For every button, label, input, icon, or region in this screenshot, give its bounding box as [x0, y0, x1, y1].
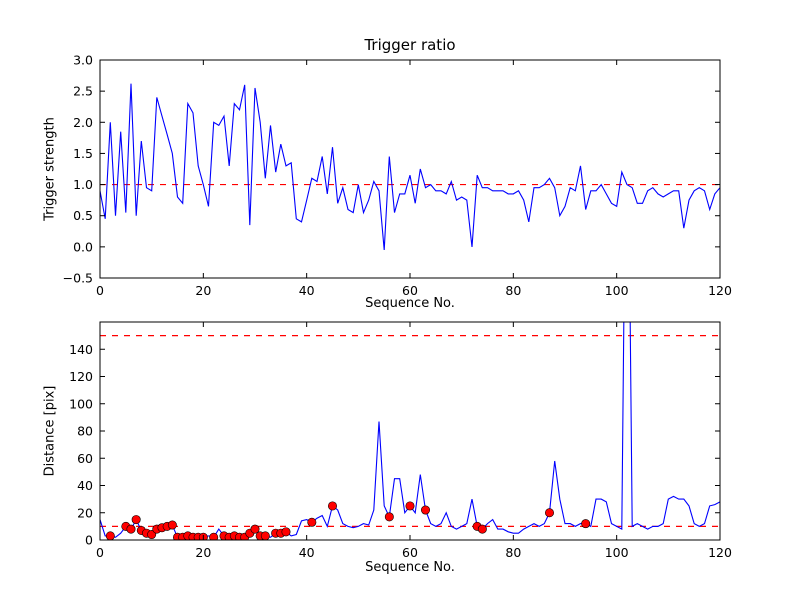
x-tick-label: 80	[505, 283, 521, 298]
y-tick-label: 40	[77, 478, 93, 493]
marker-point	[544, 508, 554, 518]
plot-area-0	[100, 83, 720, 251]
y-tick-label: 140	[69, 342, 93, 357]
marker-point	[250, 524, 260, 534]
y-tick-label: 2.0	[73, 115, 93, 130]
x-tick-label: 80	[505, 545, 521, 560]
y-tick-label: 20	[77, 505, 93, 520]
chart-title: Trigger ratio	[364, 36, 456, 54]
marker-point	[477, 524, 487, 534]
x-tick-label: 100	[605, 283, 629, 298]
marker-point	[405, 501, 415, 511]
y-tick-label: 1.0	[73, 177, 93, 192]
marker-point	[260, 531, 270, 540]
y-tick-label: 0.5	[73, 208, 93, 223]
x-tick-label: 100	[605, 545, 629, 560]
marker-point	[327, 501, 337, 511]
y-tick-label: 0.0	[73, 239, 93, 254]
x-tick-label: 20	[195, 283, 211, 298]
y-tick-label: 2.5	[73, 84, 93, 99]
marker-point	[307, 517, 317, 527]
marker-point	[581, 519, 591, 529]
y-tick-label: 80	[77, 424, 93, 439]
y-tick-label: 3.0	[73, 53, 93, 68]
x-tick-label: 0	[96, 545, 104, 560]
y-tick-label: −0.5	[63, 271, 93, 286]
marker-point	[281, 527, 291, 537]
marker-point	[384, 512, 394, 522]
marker-point	[131, 515, 141, 525]
x-tick-label: 20	[195, 545, 211, 560]
y-tick-label: 60	[77, 451, 93, 466]
x-tick-label: 0	[96, 283, 104, 298]
data-series-line	[100, 83, 720, 251]
y-tick-label: 100	[69, 396, 93, 411]
marker-point	[147, 530, 157, 540]
y-tick-label: 120	[69, 369, 93, 384]
x-tick-label: 120	[708, 283, 732, 298]
plot-area-1	[100, 322, 720, 540]
top-x-axis-label: Sequence No.	[365, 296, 455, 311]
x-tick-label: 40	[299, 283, 315, 298]
x-tick-label: 120	[708, 545, 732, 560]
bottom-x-axis-label: Sequence No.	[365, 560, 455, 575]
axes-frame	[99, 59, 721, 279]
y-tick-label: 0	[85, 533, 93, 548]
top-y-axis-label: Trigger strength	[42, 117, 58, 221]
marker-point	[126, 524, 136, 534]
marker-point	[209, 532, 219, 540]
marker-point	[105, 531, 115, 540]
x-tick-label: 60	[402, 545, 418, 560]
x-tick-label: 40	[299, 545, 315, 560]
x-tick-label: 60	[402, 283, 418, 298]
bottom-y-axis-label: Distance [pix]	[42, 385, 58, 477]
marker-point	[420, 505, 430, 515]
marker-point	[167, 520, 177, 530]
data-series-line	[100, 322, 720, 538]
y-tick-label: 1.5	[73, 146, 93, 161]
